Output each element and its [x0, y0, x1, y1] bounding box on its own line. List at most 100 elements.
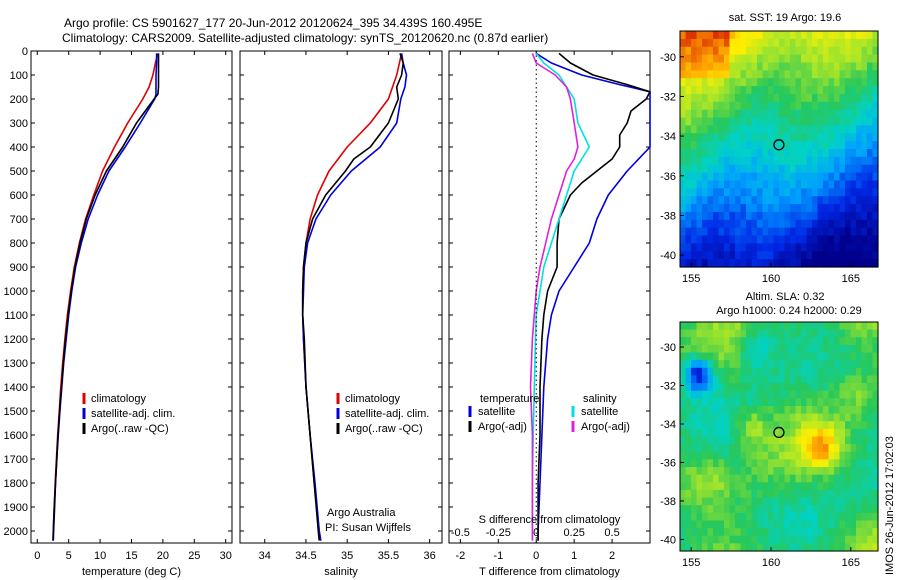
- sst_map-cell: [713, 101, 720, 111]
- sla_map-cell: [696, 375, 703, 384]
- sla_map-cell: [702, 512, 709, 522]
- sst_map-title: sat. SST: 19 Argo: 19.6: [729, 12, 842, 24]
- sla_map-cell: [801, 528, 808, 537]
- sst_map-cell: [806, 235, 813, 244]
- sla_map-cell: [828, 489, 835, 499]
- sst_map-cell: [751, 156, 758, 166]
- sla_map-cell: [867, 474, 874, 483]
- sst_map-cell: [685, 93, 692, 103]
- sst_map-cell: [812, 164, 819, 174]
- sst_map-cell: [751, 70, 758, 79]
- sla_map-cell: [702, 413, 709, 422]
- sst_map-cell: [812, 70, 819, 79]
- sla_map-cell: [779, 352, 786, 361]
- sst_map-cell: [806, 219, 813, 229]
- sst_map-cell: [795, 46, 802, 56]
- sla_map-cell: [680, 497, 687, 506]
- sla_map-cell: [702, 505, 709, 514]
- sst_map-cell: [823, 172, 830, 182]
- sla_map-cell: [806, 497, 813, 506]
- sla_map-cell: [801, 352, 808, 361]
- sla_map-cell: [823, 352, 830, 361]
- sst_map-cell: [735, 243, 742, 252]
- sst_map-cell: [856, 78, 863, 87]
- depth-tick-label: 1500: [4, 406, 28, 418]
- legend-entry: satellite: [478, 406, 515, 418]
- sst_map-cell: [740, 188, 747, 197]
- sst_map-cell: [757, 141, 764, 150]
- sst_map-cell: [740, 149, 747, 158]
- sst_map-cell: [729, 54, 736, 64]
- sst_map-cell: [834, 38, 841, 48]
- sla_map-cell: [845, 505, 852, 514]
- sst_map-cell: [685, 188, 692, 197]
- sst_map-cell: [740, 227, 747, 237]
- sla_map-cell: [790, 337, 797, 346]
- sst_map-cell: [817, 125, 824, 134]
- sla_map-cell: [784, 474, 791, 483]
- sla_map-cell: [735, 444, 742, 453]
- sla_map-cell: [724, 528, 731, 537]
- legend-group-title: salinity: [583, 393, 617, 405]
- sla_map-cell: [867, 482, 874, 491]
- sla_map-cell: [707, 459, 714, 468]
- sla_map-cell: [735, 474, 742, 483]
- sst_map-cell: [812, 180, 819, 189]
- sla_map-cell: [823, 421, 830, 430]
- sst_map-cell: [735, 133, 742, 142]
- sst_map-cell: [751, 109, 758, 119]
- sla_map-cell: [746, 505, 753, 514]
- sla_map-cell: [856, 329, 863, 338]
- sla_map-cell: [817, 352, 824, 361]
- sla_map-cell: [713, 383, 720, 392]
- sla_map-cell: [713, 428, 720, 438]
- sst_map-cell: [685, 235, 692, 244]
- sst_map-cell: [773, 117, 780, 126]
- sla_map-cell: [795, 428, 802, 438]
- sst_map-cell: [680, 125, 687, 134]
- sst_map-cell: [850, 54, 857, 64]
- sla_map-cell: [817, 436, 824, 445]
- sst_map-cell: [729, 62, 736, 71]
- sst_map-cell: [850, 259, 857, 268]
- sla_map-cell: [735, 543, 742, 552]
- sla_map-cell: [817, 474, 824, 483]
- sla_map-cell: [795, 360, 802, 369]
- sst_map-cell: [757, 70, 764, 79]
- sst_map-cell: [762, 125, 769, 134]
- sla_map-cell: [702, 436, 709, 445]
- sst_map-cell: [845, 227, 852, 237]
- sst_map-cell: [867, 227, 874, 237]
- sla_map-cell: [828, 512, 835, 522]
- sst_map-cell: [872, 46, 879, 56]
- sst_map-cell: [702, 133, 709, 142]
- sla_map-cell: [823, 413, 830, 422]
- sst_map-cell: [861, 117, 868, 126]
- sla_map-cell: [806, 520, 813, 529]
- sla_map-cell: [751, 352, 758, 361]
- sla_map-cell: [850, 344, 857, 354]
- sla_map-cell: [685, 474, 692, 483]
- sst_map-cell: [729, 78, 736, 87]
- sst_map-cell: [718, 180, 725, 189]
- sst_map-cell: [856, 204, 863, 213]
- sla_map-cell: [746, 467, 753, 476]
- sla_map-cell: [751, 360, 758, 369]
- sst_map-cell: [751, 172, 758, 182]
- sst_map-cell: [696, 109, 703, 119]
- sst_map-cell: [729, 70, 736, 79]
- legend-entry: Argo(-adj): [581, 421, 630, 433]
- sst_map-cell: [691, 156, 698, 166]
- sst_map-cell: [856, 180, 863, 189]
- sla_map-cell: [746, 398, 753, 407]
- sst_map-cell: [680, 204, 687, 213]
- sst_map-cell: [823, 211, 830, 221]
- sst_map-cell: [773, 204, 780, 213]
- sla_map-cell: [762, 482, 769, 491]
- sla_map-cell: [839, 451, 846, 460]
- sst_map-cell: [713, 211, 720, 221]
- sla_map-cell: [735, 535, 742, 544]
- sla_map-cell: [680, 505, 687, 514]
- sst_map-cell: [718, 196, 725, 205]
